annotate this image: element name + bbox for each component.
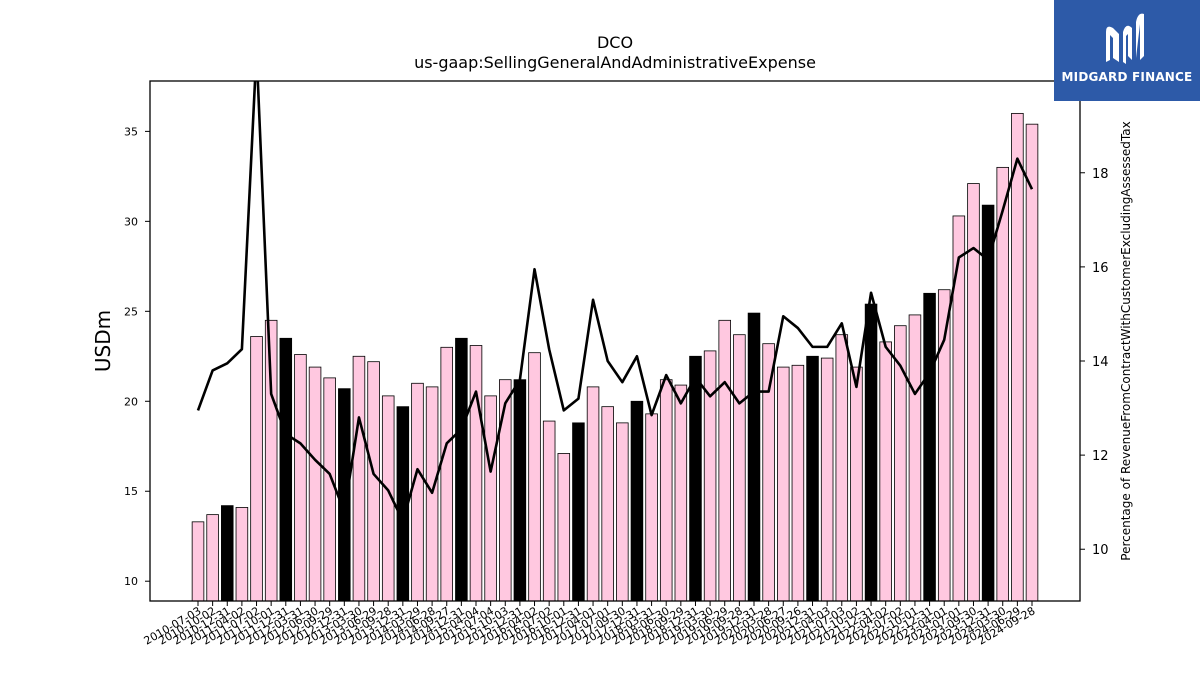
bar [630,400,644,602]
bar [191,521,205,602]
midgard-logo-icon [1106,13,1144,64]
bar [221,505,234,602]
y2-tick-label: 10 [1092,543,1109,558]
bar [1011,112,1024,602]
brand-logo: MIDGARD FINANCE [1054,0,1200,101]
bar [923,292,936,602]
bar [806,355,819,602]
bar [601,406,614,602]
bar [864,303,878,602]
bar [235,507,249,602]
series-line [196,81,1034,523]
line-layer [196,81,1034,523]
y-tick-label: 10 [124,575,138,588]
bar [542,420,556,602]
bar [791,364,805,602]
y-tick-label: 30 [124,215,138,228]
bar [513,379,527,602]
y2-tick-label: 14 [1092,355,1109,370]
bar [264,319,278,602]
bar [572,422,585,602]
chart-subtitle: us-gaap:SellingGeneralAndAdministrativeE… [414,53,816,72]
bar [411,382,424,602]
bar [279,337,293,602]
bar [367,361,380,602]
bar [747,312,761,602]
bar [703,350,717,602]
bar [469,345,483,602]
y-axis-label: USDm [91,310,115,372]
y-tick-label: 25 [124,305,138,318]
bar [981,204,995,602]
bar [206,514,219,602]
bar [484,395,497,602]
chart-title: DCO [597,33,633,52]
bar [996,166,1009,602]
bar [440,346,453,602]
bar [879,341,892,602]
bar [250,336,263,602]
bar [499,379,512,602]
bar [733,334,746,602]
bar [777,366,790,602]
y-tick-label: 35 [124,125,138,138]
y2-tick-label: 18 [1092,167,1109,182]
bar [1025,123,1039,602]
y2-tick-label: 16 [1092,261,1109,276]
bar [528,352,541,602]
y-tick-label: 15 [124,485,138,498]
bar [908,314,922,602]
bar [338,388,351,602]
brand-name: MIDGARD FINANCE [1061,70,1193,84]
bar [967,183,980,602]
bar [850,366,863,602]
bar [323,377,336,602]
bar [689,355,702,602]
bar [718,319,731,602]
bars-layer [191,112,1039,602]
bar [586,386,600,602]
bar [835,334,849,602]
bar [352,355,366,602]
bar [762,343,775,602]
bar [659,379,673,602]
y2-tick-label: 12 [1092,449,1109,464]
bar [308,366,322,602]
bar [820,357,834,602]
plot-frame [149,80,1081,602]
y-tick-label: 20 [124,395,138,408]
bar [557,453,571,602]
bar [294,354,307,602]
axes-layer: 10152025303510121416182010-07-032010-10-… [124,80,1109,648]
y2-axis-label: Percentage of RevenueFromContractWithCus… [1119,121,1133,560]
bar [645,413,658,602]
bar [616,422,629,602]
bar [455,337,468,602]
bar [674,384,688,602]
